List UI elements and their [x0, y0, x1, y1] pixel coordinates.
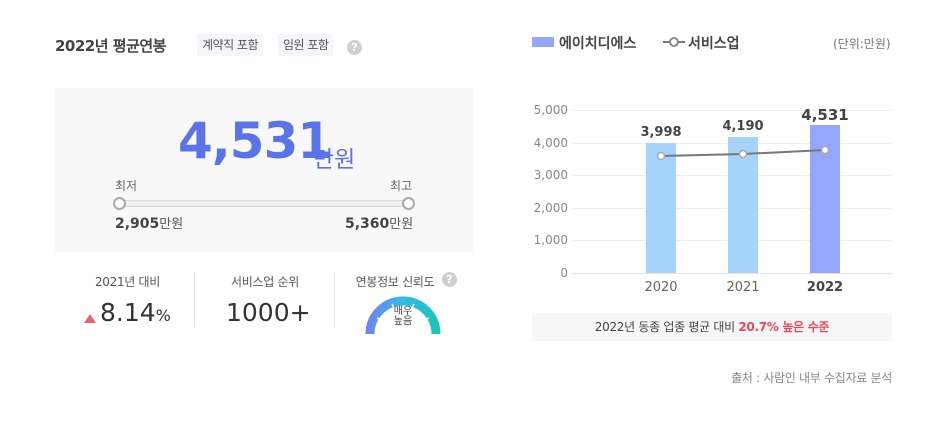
yoy-number: 8.14 — [100, 298, 156, 327]
max-salary-value: 5,360 — [345, 216, 390, 232]
comparison-highlight: 20.7% 높은 수준 — [738, 320, 830, 334]
bar-2022[interactable] — [810, 125, 840, 273]
bar-2021[interactable] — [728, 137, 758, 273]
question-circle-icon[interactable]: ? — [442, 272, 457, 287]
comparison-prefix: 2022년 동종 업종 평균 대비 — [594, 320, 739, 334]
x-label-2022: 2022 — [806, 280, 844, 295]
divider — [334, 272, 335, 327]
min-salary-value: 2,905 — [115, 216, 160, 232]
yoy-label: 2021년 대비 — [94, 275, 161, 289]
gridline — [572, 110, 892, 111]
y-tick: 1,000 — [533, 233, 568, 247]
tag-contract-included: 계약직 포함 — [197, 34, 264, 56]
reliability-gauge-icon — [365, 292, 441, 334]
trend-up-icon — [84, 314, 96, 323]
y-tick: 0 — [560, 266, 568, 280]
legend-dot-icon — [669, 37, 679, 47]
unit-note: (단위:만원) — [833, 37, 891, 51]
legend-bar-swatch-icon — [532, 37, 554, 47]
industry-rank-value: 1000+ — [226, 298, 311, 327]
y-tick: 5,000 — [533, 103, 568, 117]
question-circle-icon[interactable]: ? — [347, 40, 362, 55]
tag-executive-included: 임원 포함 — [278, 34, 334, 56]
range-max-marker — [402, 197, 415, 210]
average-salary-value: 4,531 — [178, 112, 332, 170]
page-title: 2022년 평균연봉 — [55, 37, 166, 55]
max-salary: 5,360만원 — [345, 213, 413, 232]
y-tick: 4,000 — [533, 136, 568, 150]
max-label: 최고 — [390, 179, 413, 193]
yoy-percent-sign: % — [155, 306, 171, 325]
range-min-marker — [113, 197, 126, 210]
salary-range-track — [118, 200, 408, 207]
bar-label-2022: 4,531 — [801, 106, 849, 124]
legend-industry: 서비스업 — [688, 36, 740, 52]
legend-company: 에이치디에스 — [559, 36, 637, 52]
gridline — [572, 240, 892, 241]
reliability-value-line2: 높음 — [393, 316, 413, 327]
reliability-label: 연봉정보 신뢰도 — [355, 275, 435, 289]
yoy-value: 8.14% — [100, 298, 171, 331]
average-salary-unit: 만원 — [313, 147, 356, 173]
bar-label-2020: 3,998 — [640, 125, 682, 140]
salary-summary-card — [55, 88, 473, 252]
x-label-2021: 2021 — [726, 280, 760, 295]
gridline — [572, 208, 892, 209]
industry-comparison: 2022년 동종 업종 평균 대비 20.7% 높은 수준 — [532, 313, 892, 341]
min-salary-unit: 만원 — [159, 217, 184, 232]
min-label: 최저 — [115, 179, 138, 193]
x-label-2020: 2020 — [644, 280, 678, 295]
max-salary-unit: 만원 — [389, 217, 414, 232]
gridline — [572, 175, 892, 176]
industry-rank-label: 서비스업 순위 — [231, 275, 299, 289]
y-tick: 3,000 — [533, 168, 568, 182]
min-salary: 2,905만원 — [115, 213, 183, 232]
bar-2020[interactable] — [646, 143, 676, 273]
x-axis-line — [572, 273, 892, 274]
reliability-value-line1: 매우 — [393, 306, 413, 317]
y-tick: 2,000 — [533, 201, 568, 215]
bar-label-2021: 4,190 — [722, 119, 764, 134]
gridline — [572, 143, 892, 144]
divider — [194, 272, 195, 327]
data-source: 출처 : 사람인 내부 수집자료 분석 — [731, 371, 892, 385]
reliability-value: 매우 높음 — [378, 307, 428, 327]
